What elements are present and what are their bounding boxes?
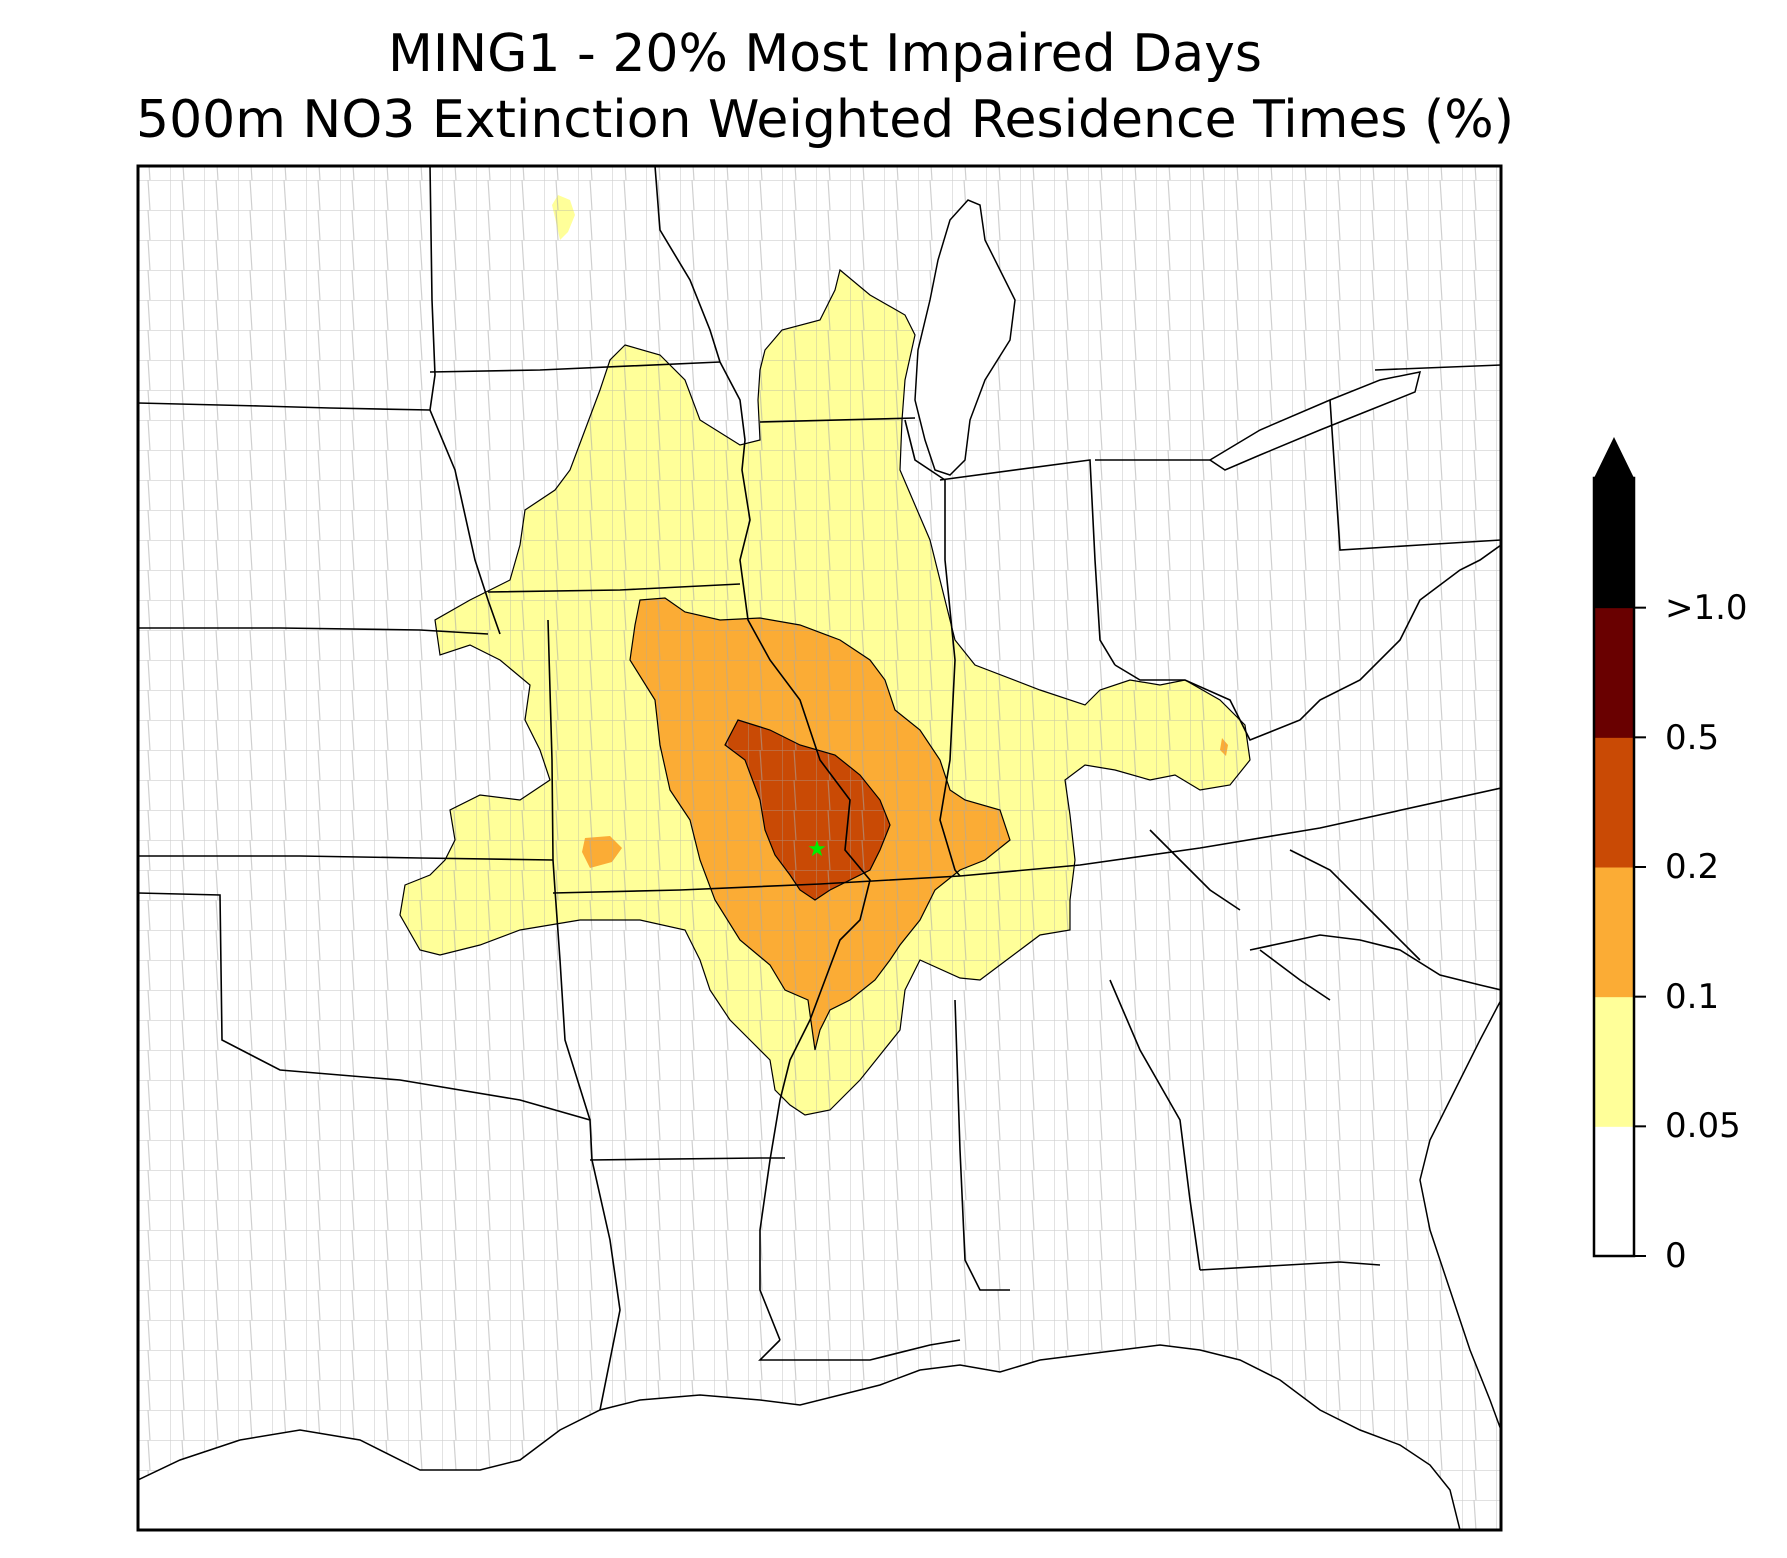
map-title-line-2: 500m NO3 Extinction Weighted Residence T… xyxy=(136,90,1514,150)
colorbar-swatch-1 xyxy=(1594,996,1634,1127)
contour-outlines xyxy=(399,268,1251,1116)
colorbar-swatch-2 xyxy=(1594,867,1634,998)
map-title-line-1: MING1 - 20% Most Impaired Days xyxy=(388,24,1262,84)
colorbar-swatch-4 xyxy=(1594,607,1634,738)
lake-erie xyxy=(1208,371,1422,471)
lake-michigan xyxy=(914,199,1016,476)
colorbar-swatch-5 xyxy=(1594,478,1634,609)
map-frame xyxy=(136,164,1503,1532)
colorbar-label-0.2: 0.2 xyxy=(1665,847,1720,887)
colorbar-label-0.1: 0.1 xyxy=(1665,977,1720,1017)
colorbar-label-0: 0 xyxy=(1665,1236,1687,1276)
atlantic-ocean xyxy=(1419,999,1501,1431)
state-boundaries xyxy=(138,166,1501,1411)
colorbar-label-gt-1.0: >1.0 xyxy=(1665,588,1748,628)
colorbar-label-0.05: 0.05 xyxy=(1665,1106,1741,1146)
colorbar xyxy=(1592,437,1646,1258)
colorbar-swatch-3 xyxy=(1594,737,1634,868)
county-boundaries xyxy=(138,166,1501,1530)
colorbar-label-0.5: 0.5 xyxy=(1665,718,1720,758)
colorbar-extend-triangle xyxy=(1594,437,1634,478)
site-marker-star: ★ xyxy=(807,837,827,862)
gulf-of-mexico xyxy=(138,1344,1461,1530)
colorbar-swatch-0 xyxy=(1594,1126,1634,1257)
